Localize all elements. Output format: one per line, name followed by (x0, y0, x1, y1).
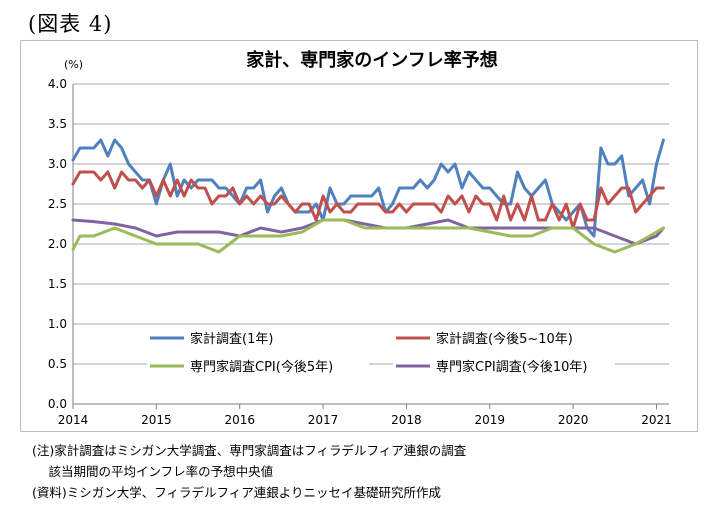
legend-label: 家計調査(今後5~10年) (436, 331, 573, 347)
y-tick-label: 3.5 (48, 117, 67, 131)
y-axis-unit-label: (%) (64, 58, 83, 71)
footnote-line-1: (注)家計調査はミシガン大学調査、専門家調査はフィラデルフィア連銀の調査 (32, 443, 467, 458)
figure-label: (図表 4) (28, 12, 113, 36)
chart-frame (20, 40, 698, 432)
legend-label: 専門家CPI調査(今後10年) (436, 359, 587, 375)
x-tick-label: 2018 (391, 413, 422, 427)
y-tick-label: 1.0 (48, 317, 67, 331)
footnote-line-2: 該当期間の平均インフレ率の予想中央値 (32, 464, 274, 479)
series-lines (71, 138, 665, 254)
legend-bg (393, 328, 615, 348)
x-tick-label: 2015 (141, 413, 172, 427)
footnote-line-3: (資料)ミシガン大学、フィラデルフィア連銀よりニッセイ基礎研究所作成 (32, 485, 442, 500)
series-line-4 (71, 218, 665, 246)
x-tick-label: 2017 (308, 413, 339, 427)
y-tick-label: 2.0 (48, 237, 67, 251)
series-line-1 (71, 138, 665, 238)
x-tick-label: 2020 (558, 413, 589, 427)
legend-label: 専門家調査CPI(今後5年) (190, 359, 333, 375)
y-tick-label: 4.0 (48, 77, 67, 91)
legend-bg (147, 328, 369, 348)
legend-bg (147, 356, 369, 376)
y-tick-label: 0.5 (48, 357, 67, 371)
series-line-3 (71, 218, 665, 254)
x-tick-label: 2014 (58, 413, 89, 427)
x-tick-label: 2016 (224, 413, 255, 427)
y-tick-label: 2.5 (48, 197, 67, 211)
legend-bg (393, 356, 615, 376)
y-tick-label: 1.5 (48, 277, 67, 291)
y-tick-label: 0.0 (48, 397, 67, 411)
footnotes: (注)家計調査はミシガン大学調査、専門家調査はフィラデルフィア連銀の調査 該当期… (32, 440, 466, 503)
series-line-2 (71, 170, 665, 230)
y-tick-label: 3.0 (48, 157, 67, 171)
x-tick-label: 2019 (475, 413, 506, 427)
x-tick-label: 2021 (641, 413, 672, 427)
chart-title: 家計、専門家のインフレ率予想 (246, 49, 497, 71)
axes: 0.0 0.5 1.0 1.5 2.0 2.5 3.0 3.5 4.0 2014 2015 2016 2… (48, 77, 672, 427)
legend-label: 家計調査(1年) (190, 331, 273, 347)
legend: 家計調査(1年) 家計調査(今後5~10年) 専門家調査CPI(今後5年) 専門家CP… (147, 328, 615, 376)
